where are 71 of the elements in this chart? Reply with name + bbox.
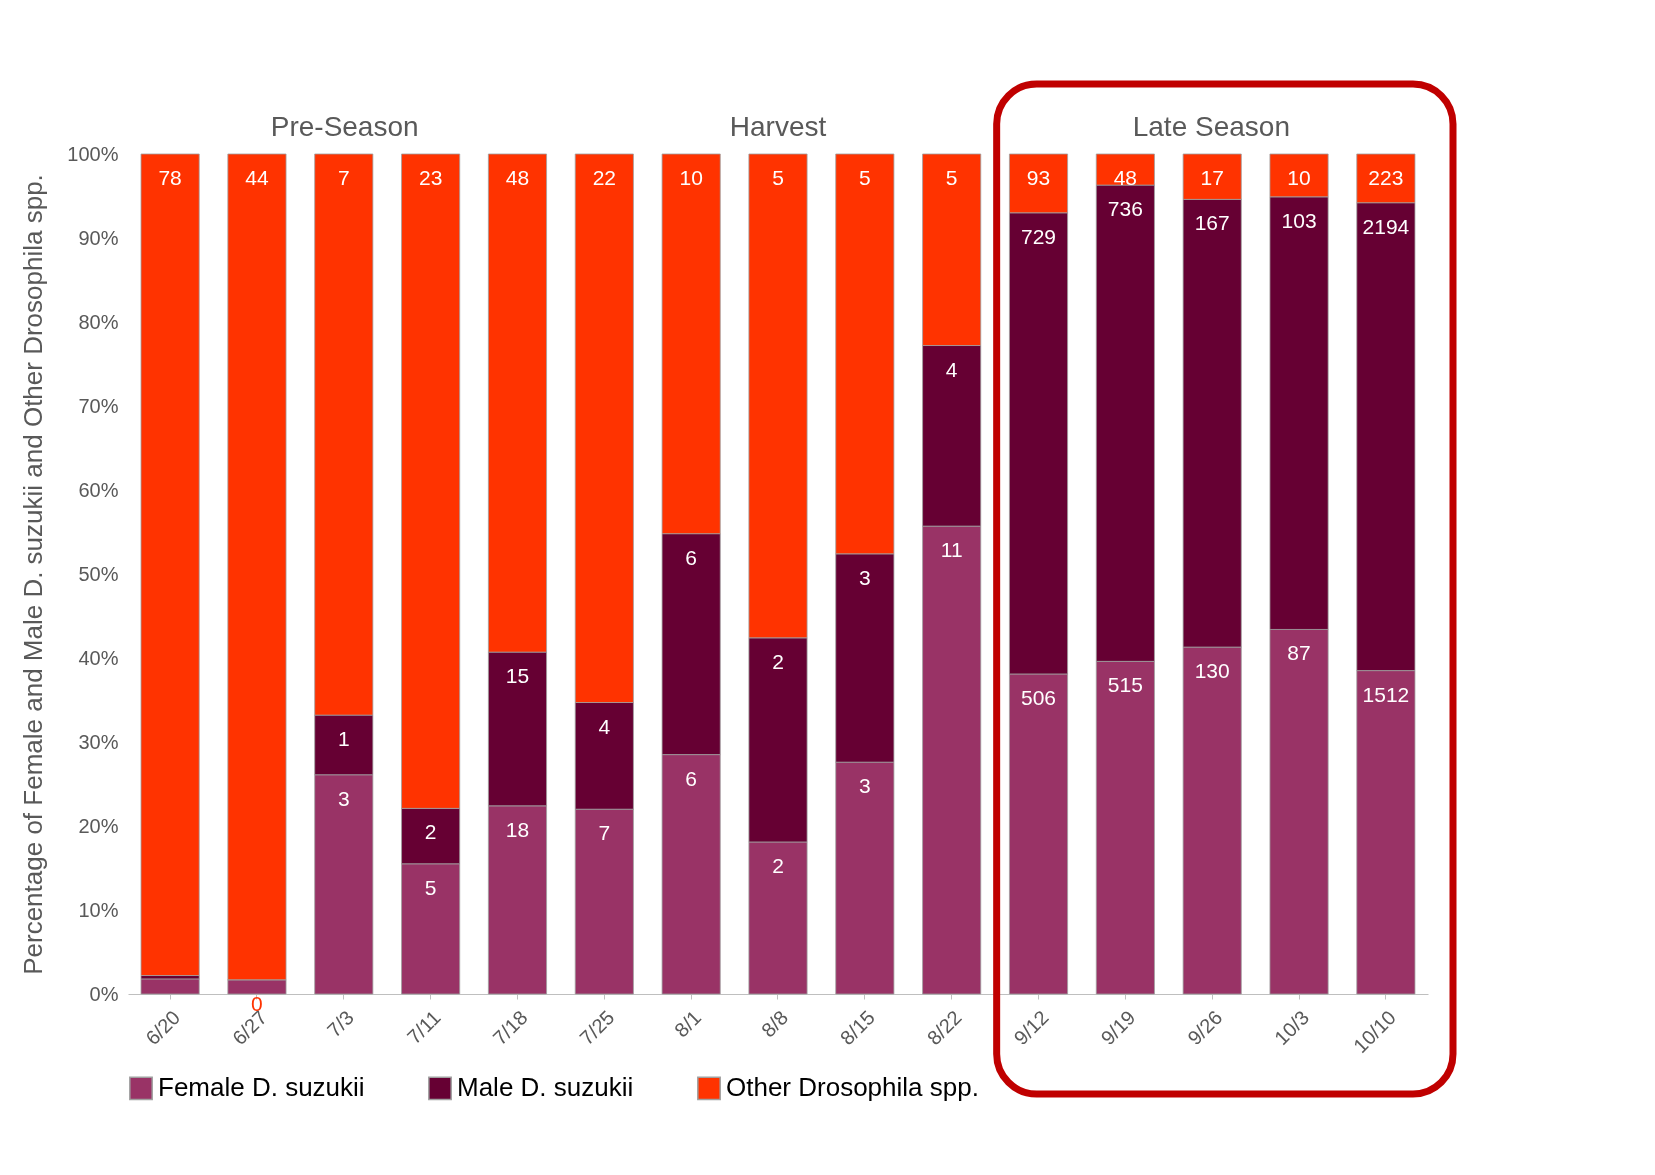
y-tick-label: 10% bbox=[78, 898, 119, 921]
legend-label: Male D. suzukii bbox=[457, 1072, 634, 1103]
annotation: 87 bbox=[1287, 641, 1311, 665]
text: Late Season bbox=[1132, 111, 1290, 142]
annotation: 11 bbox=[940, 538, 963, 562]
annotation: 1 bbox=[337, 727, 350, 751]
annotation: 515 bbox=[1107, 673, 1143, 697]
annotation: 167 bbox=[1194, 211, 1230, 235]
text: Harvest bbox=[729, 111, 827, 142]
annotation: 10 bbox=[1287, 166, 1311, 189]
x-tick-label: 6/20 bbox=[141, 1006, 185, 1050]
annotation: 4 bbox=[945, 357, 958, 381]
legend-label: Female D. suzukii bbox=[158, 1072, 365, 1103]
x-tick-label: 10/3 bbox=[1270, 1006, 1314, 1050]
legend-label: Other Drosophila spp. bbox=[726, 1072, 979, 1103]
x-tick-label: 8/22 bbox=[922, 1006, 966, 1050]
y-tick-label: 100% bbox=[67, 142, 119, 165]
y-tick-label: 30% bbox=[78, 730, 119, 753]
annotation: 3 bbox=[337, 786, 350, 810]
x-tick-label: 9/26 bbox=[1183, 1006, 1227, 1050]
annotation: 2194 bbox=[1362, 214, 1410, 238]
annotation: 3 bbox=[859, 774, 871, 798]
y-axis-title: Percentage of Female and Male D. suzukii and Other Drosophila spp. bbox=[18, 174, 49, 975]
annotation: 5 bbox=[859, 166, 871, 189]
y-tick-label: 90% bbox=[78, 226, 119, 249]
annotation: 103 bbox=[1281, 208, 1317, 232]
annotation: 2 bbox=[424, 820, 437, 844]
x-tick-label: 7/11 bbox=[402, 1006, 445, 1049]
annotation: 4 bbox=[598, 714, 611, 738]
x-tick-label: 7/18 bbox=[488, 1006, 532, 1050]
annotation: 1512 bbox=[1362, 682, 1410, 706]
annotation: 223 bbox=[1368, 166, 1404, 189]
annotation: 10 bbox=[679, 166, 703, 189]
annotation: 48 bbox=[505, 166, 530, 189]
y-tick-label: 20% bbox=[78, 814, 119, 837]
annotation: 17 bbox=[1200, 166, 1224, 189]
annotation: 130 bbox=[1194, 659, 1230, 683]
annotation: 93 bbox=[1026, 166, 1051, 189]
annotation: 5 bbox=[945, 166, 958, 189]
annotation: 18 bbox=[505, 817, 530, 841]
annotation: 2 bbox=[772, 853, 784, 877]
annotation: 23 bbox=[418, 166, 443, 189]
x-tick-label: 7/25 bbox=[575, 1006, 619, 1050]
annotation: 2 bbox=[772, 649, 784, 673]
x-tick-label: 9/19 bbox=[1096, 1006, 1140, 1050]
annotation: 7 bbox=[337, 166, 350, 189]
annotation: 48 bbox=[1113, 166, 1138, 189]
x-tick-label: 7/3 bbox=[322, 1006, 358, 1042]
annotation: 5 bbox=[772, 166, 784, 189]
y-tick-label: 60% bbox=[78, 478, 119, 501]
annotation: 729 bbox=[1021, 224, 1057, 248]
text: Pre-Season bbox=[270, 111, 419, 142]
x-tick-label: 8/8 bbox=[756, 1006, 793, 1042]
annotation: 6 bbox=[685, 545, 697, 569]
annotation: 78 bbox=[158, 166, 182, 189]
y-tick-label: 70% bbox=[78, 394, 119, 417]
y-tick-label: 40% bbox=[78, 646, 119, 669]
x-tick-label: 9/12 bbox=[1009, 1006, 1053, 1050]
annotation: 3 bbox=[859, 565, 871, 589]
annotation: 5 bbox=[424, 875, 437, 899]
x-tick-label: 8/1 bbox=[670, 1006, 706, 1042]
y-tick-label: 80% bbox=[78, 310, 119, 333]
annotation: 7 bbox=[598, 821, 611, 845]
annotation: 22 bbox=[592, 166, 616, 189]
y-tick-label: 0% bbox=[89, 982, 119, 1005]
annotation: 44 bbox=[245, 166, 269, 189]
y-tick-label: 50% bbox=[78, 562, 119, 585]
annotation: 15 bbox=[505, 664, 530, 688]
annotation: 736 bbox=[1107, 197, 1143, 221]
annotation: 6 bbox=[685, 766, 697, 790]
annotation: 506 bbox=[1021, 685, 1057, 709]
